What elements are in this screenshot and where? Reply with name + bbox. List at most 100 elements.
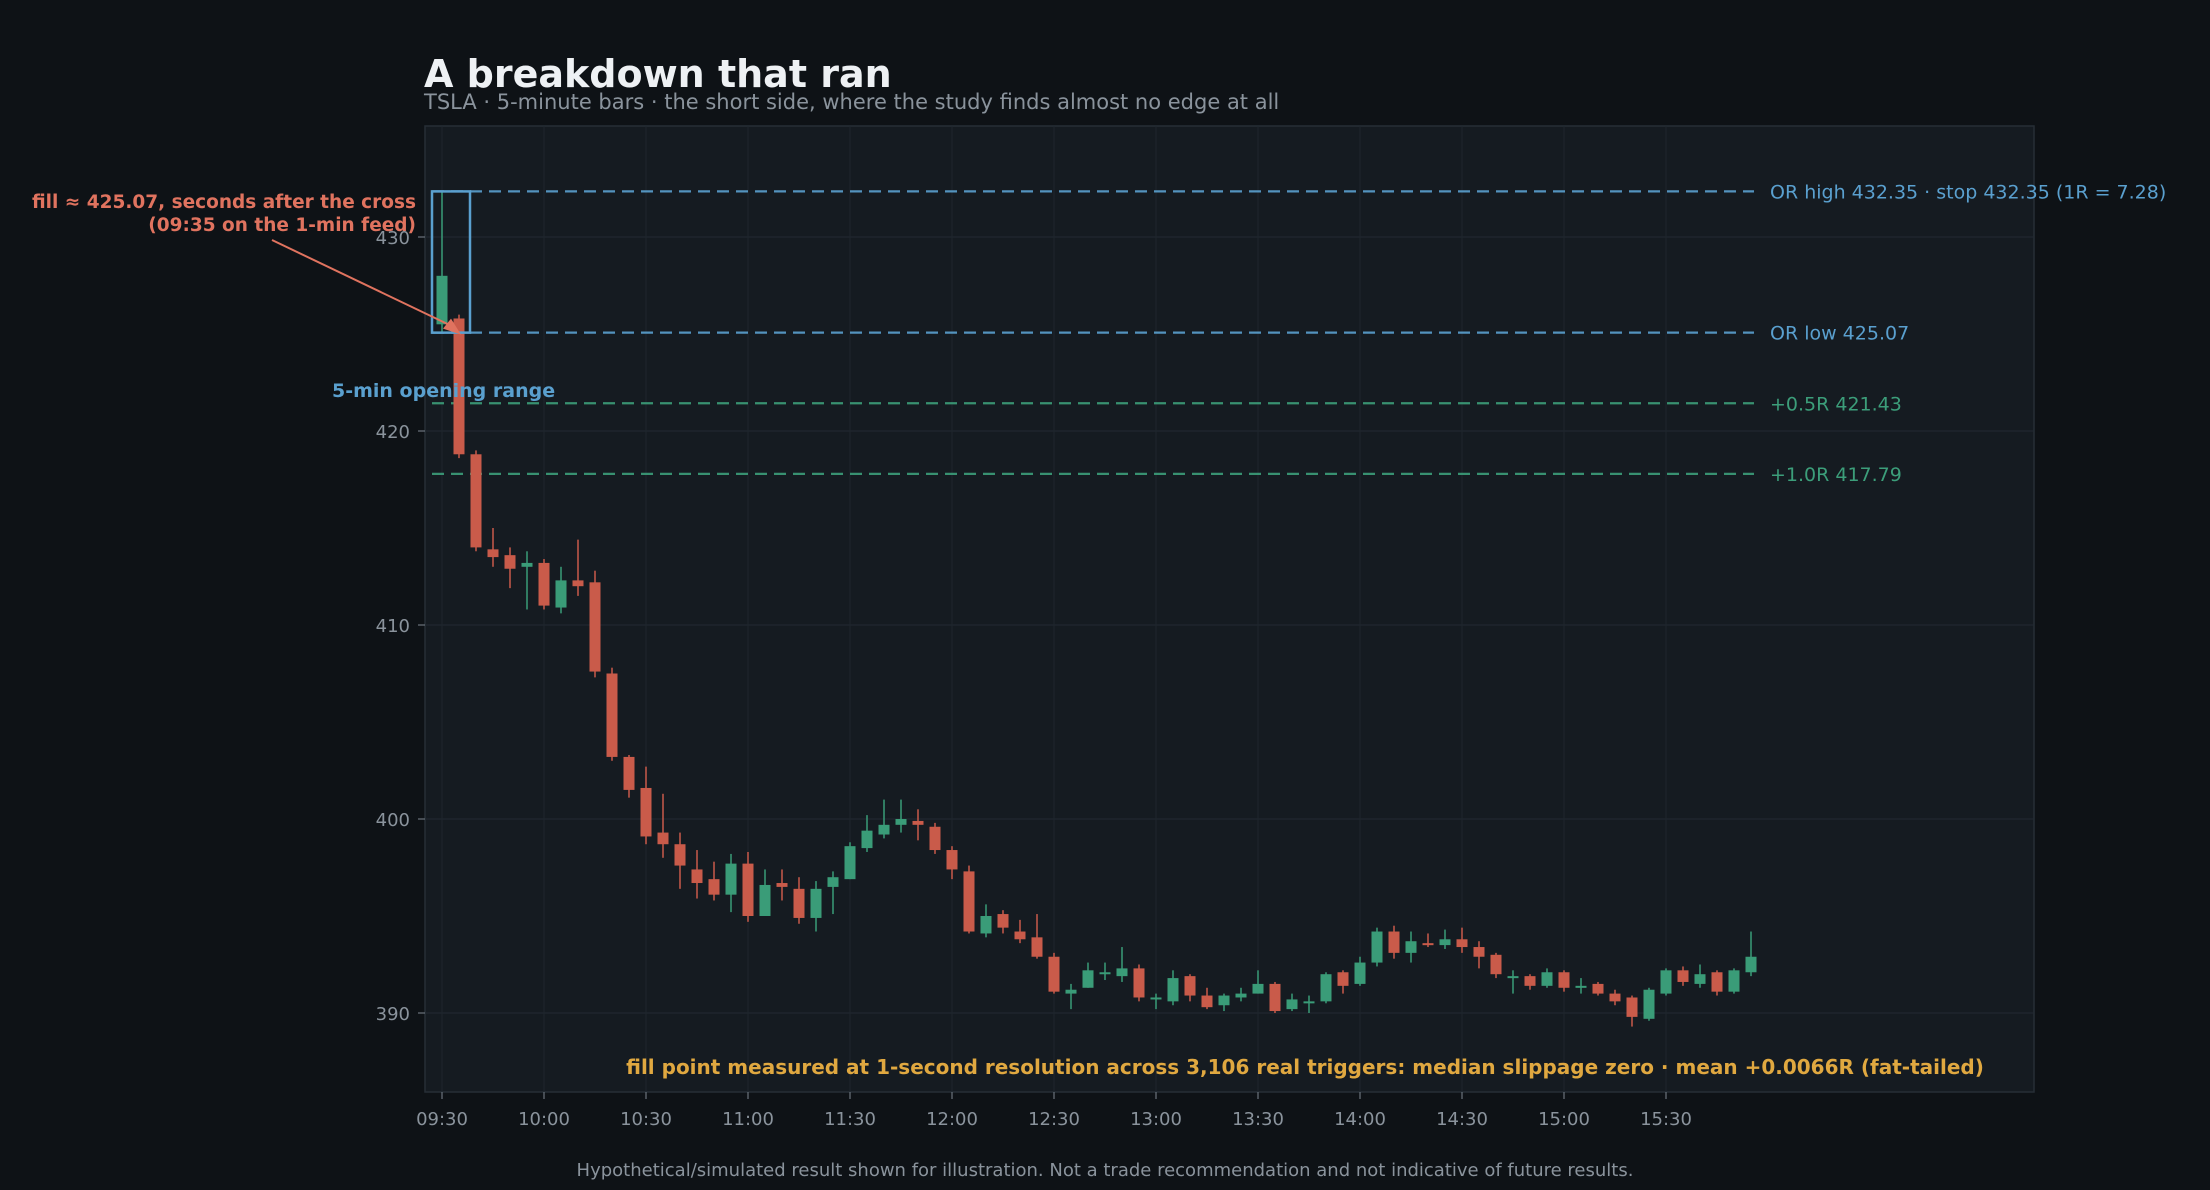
candle bbox=[1626, 995, 1638, 1027]
candle bbox=[1354, 956, 1366, 986]
candle-body bbox=[1507, 976, 1519, 979]
candle-body bbox=[878, 824, 890, 835]
candle-body bbox=[1439, 939, 1451, 946]
candle bbox=[589, 570, 601, 678]
candle-body bbox=[487, 549, 499, 558]
candle-body bbox=[1320, 974, 1332, 1002]
candle bbox=[657, 793, 669, 858]
candle-body bbox=[1558, 972, 1570, 988]
candle-body bbox=[1235, 993, 1247, 998]
candle-body bbox=[793, 888, 805, 918]
candle-body bbox=[912, 820, 924, 825]
chart-title: A breakdown that ran bbox=[424, 52, 892, 96]
x-tick-label: 10:30 bbox=[620, 1109, 672, 1130]
candle bbox=[1048, 952, 1060, 994]
candle-body bbox=[1524, 976, 1536, 986]
y-tick-label: 420 bbox=[376, 422, 410, 443]
candle bbox=[538, 559, 550, 610]
candle-body bbox=[1116, 968, 1128, 977]
level-label-target-one-r: +1.0R 417.79 bbox=[1770, 464, 1902, 486]
opening-range-label: 5-min opening range bbox=[332, 380, 555, 402]
candle bbox=[1371, 927, 1383, 967]
candle-body bbox=[1184, 976, 1196, 996]
candle bbox=[1201, 987, 1213, 1010]
candle bbox=[470, 450, 482, 552]
candle bbox=[640, 766, 652, 845]
candle bbox=[487, 528, 499, 567]
candle-body bbox=[555, 580, 567, 608]
candle bbox=[1609, 989, 1621, 1006]
x-tick-label: 13:30 bbox=[1232, 1109, 1284, 1130]
candle bbox=[1490, 952, 1502, 979]
candle-body bbox=[1150, 997, 1162, 1000]
candle bbox=[861, 815, 873, 852]
y-tick-label: 400 bbox=[376, 810, 410, 831]
candle-body bbox=[436, 275, 448, 325]
candle-body bbox=[538, 562, 550, 606]
candle bbox=[436, 192, 448, 333]
candle bbox=[623, 754, 635, 798]
price-levels: OR high 432.35 · stop 432.35 (1R = 7.28)… bbox=[432, 181, 2166, 486]
candle bbox=[1575, 978, 1587, 994]
candle-body bbox=[589, 582, 601, 672]
candle-body bbox=[1609, 993, 1621, 1002]
y-axis: 390 400 410 420 430 bbox=[376, 228, 425, 1025]
candle bbox=[1643, 987, 1655, 1021]
candle-body bbox=[1167, 978, 1179, 1002]
candle-body bbox=[657, 832, 669, 845]
candle bbox=[1303, 995, 1315, 1013]
candle bbox=[725, 853, 737, 913]
x-tick-label: 14:00 bbox=[1334, 1109, 1386, 1130]
candle-body bbox=[674, 844, 686, 866]
candle-body bbox=[470, 454, 482, 548]
candle bbox=[1099, 962, 1111, 981]
candle-body bbox=[606, 673, 618, 757]
candle bbox=[606, 667, 618, 761]
candle-body bbox=[1218, 995, 1230, 1006]
y-tick-label: 430 bbox=[376, 228, 410, 249]
x-tick-label: 11:30 bbox=[824, 1109, 876, 1130]
x-tick-label: 15:30 bbox=[1640, 1109, 1692, 1130]
candle bbox=[1422, 933, 1434, 948]
candle-body bbox=[946, 850, 958, 870]
candle-body bbox=[1031, 937, 1043, 957]
fill-annotation-line: (09:35 on the 1-min feed) bbox=[148, 215, 416, 236]
plot-area bbox=[424, 125, 2035, 1093]
candle-body bbox=[1575, 985, 1587, 988]
fill-annotation: fill ≈ 425.07, seconds after the cross(0… bbox=[32, 192, 461, 335]
x-tick-label: 12:00 bbox=[926, 1109, 978, 1130]
candle bbox=[742, 851, 754, 922]
candle-body bbox=[1422, 943, 1434, 946]
candle-body bbox=[1269, 983, 1281, 1012]
candle-body bbox=[1014, 931, 1026, 940]
x-tick-label: 11:00 bbox=[722, 1109, 774, 1130]
candle bbox=[691, 850, 703, 899]
candle-body bbox=[640, 787, 652, 837]
slippage-note: fill point measured at 1-second resoluti… bbox=[626, 1055, 1984, 1079]
candle-body bbox=[929, 826, 941, 851]
candle-body bbox=[1456, 939, 1468, 948]
level-label-or-high: OR high 432.35 · stop 432.35 (1R = 7.28) bbox=[1770, 181, 2166, 203]
candle bbox=[946, 846, 958, 880]
candle-body bbox=[691, 869, 703, 884]
candle-body bbox=[521, 562, 533, 567]
candle bbox=[827, 871, 839, 915]
candle-body bbox=[1728, 970, 1740, 992]
opening-range-box bbox=[430, 190, 472, 334]
candle-body bbox=[861, 830, 873, 849]
candle-body bbox=[1694, 974, 1706, 984]
candle-body bbox=[1337, 972, 1349, 986]
candle bbox=[1031, 914, 1043, 959]
candle bbox=[1694, 964, 1706, 988]
candle bbox=[1745, 931, 1757, 977]
candle bbox=[997, 910, 1009, 934]
candle-body bbox=[1354, 962, 1366, 984]
candle-body bbox=[1099, 972, 1111, 975]
candle bbox=[895, 799, 907, 833]
candle bbox=[793, 877, 805, 924]
candle bbox=[1439, 929, 1451, 949]
candle-body bbox=[1711, 972, 1723, 992]
x-tick-label: 15:00 bbox=[1538, 1109, 1590, 1130]
candle bbox=[1558, 970, 1570, 992]
candle bbox=[1269, 981, 1281, 1013]
